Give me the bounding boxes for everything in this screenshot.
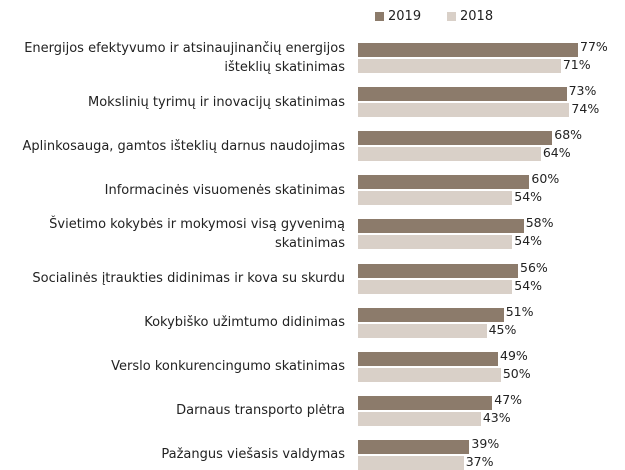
value-label: 47% bbox=[494, 391, 523, 407]
legend-label: 2018 bbox=[460, 9, 494, 24]
bar bbox=[358, 367, 501, 382]
category-label: Pažangus viešasis valdymas bbox=[161, 447, 345, 463]
category-label: Aplinkosauga, gamtos išteklių darnus nau… bbox=[22, 138, 345, 154]
category-label: Informacinės visuomenės skatinimas bbox=[104, 182, 345, 198]
bar bbox=[358, 411, 481, 426]
value-label: 73% bbox=[568, 83, 597, 99]
category-label: Verslo konkurencingumo skatinimas bbox=[111, 359, 345, 375]
category-label: Švietimo kokybės ir mokymosi visą gyveni… bbox=[49, 217, 345, 252]
value-label: 50% bbox=[502, 365, 531, 381]
category-label: Socialinės įtraukties didinimas ir kova … bbox=[32, 271, 345, 286]
bar bbox=[358, 59, 561, 73]
bar bbox=[358, 279, 513, 294]
bar bbox=[358, 87, 567, 102]
bar bbox=[358, 351, 498, 366]
bar bbox=[358, 455, 464, 470]
value-label: 37% bbox=[465, 453, 494, 469]
value-label: 68% bbox=[554, 127, 583, 143]
legend-swatch bbox=[447, 12, 456, 21]
category-label: Darnaus transporto plėtra bbox=[176, 403, 345, 419]
bar bbox=[358, 103, 570, 118]
bar bbox=[358, 191, 513, 206]
value-label: 54% bbox=[514, 277, 543, 293]
category-label: Mokslinių tyrimų ir inovacijų skatinimas bbox=[88, 94, 345, 110]
bar bbox=[358, 131, 553, 146]
bar bbox=[358, 439, 470, 454]
value-label: 39% bbox=[471, 435, 500, 451]
bar bbox=[358, 263, 518, 278]
value-label: 45% bbox=[488, 321, 517, 337]
value-label: 58% bbox=[525, 215, 554, 231]
bar bbox=[358, 395, 493, 410]
bar bbox=[358, 175, 530, 190]
bar bbox=[358, 307, 504, 322]
legend-label: 2019 bbox=[388, 9, 422, 24]
value-label: 54% bbox=[514, 189, 543, 205]
value-label: 51% bbox=[505, 303, 534, 319]
value-label: 43% bbox=[482, 409, 511, 425]
value-label: 71% bbox=[562, 57, 591, 72]
bar bbox=[358, 323, 487, 338]
legend-swatch bbox=[375, 12, 384, 21]
bar bbox=[358, 235, 513, 250]
value-label: 74% bbox=[571, 101, 600, 117]
bar bbox=[358, 43, 578, 57]
value-label: 64% bbox=[542, 145, 571, 161]
bar bbox=[358, 147, 541, 162]
value-label: 77% bbox=[580, 39, 608, 54]
value-label: 60% bbox=[531, 171, 560, 187]
category-label: Kokybiško užimtumo didinimas bbox=[144, 315, 345, 331]
value-label: 56% bbox=[520, 259, 548, 275]
value-label: 49% bbox=[500, 347, 528, 363]
category-label: Energijos efektyvumo ir atsinaujinančių … bbox=[24, 41, 345, 75]
bar bbox=[358, 219, 524, 234]
value-label: 54% bbox=[514, 233, 543, 249]
